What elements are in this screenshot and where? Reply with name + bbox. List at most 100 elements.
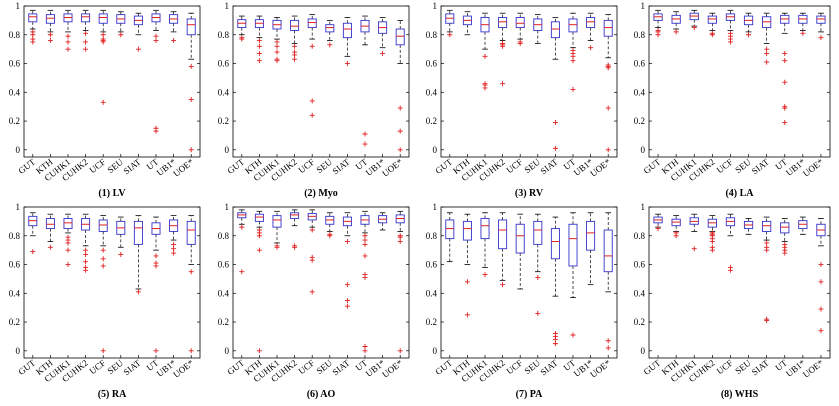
box-iqr: [515, 223, 525, 254]
outlier-marker: [153, 253, 159, 259]
y-tick-label: 0.6: [634, 260, 646, 270]
box-SEU: [743, 218, 754, 235]
box-SIAT: [762, 12, 772, 65]
outlier-marker: [362, 141, 368, 147]
outlier-marker: [818, 262, 824, 268]
y-tick-label: 0.2: [9, 317, 20, 327]
box-SEU: [533, 213, 543, 316]
y-tick-label: 0.4: [9, 288, 21, 298]
outlier-marker: [274, 39, 280, 45]
y-tick-label: 0.2: [634, 116, 645, 126]
box-iqr: [133, 220, 143, 245]
outlier-marker: [570, 53, 576, 59]
box-CUHK2: [290, 15, 300, 62]
box-SEU: [325, 212, 335, 239]
y-tick-label: 0.4: [634, 87, 646, 97]
box-iqr: [98, 219, 108, 232]
x-tick-label: SIAT: [538, 156, 560, 176]
outlier-marker: [397, 239, 403, 245]
box-CUHK1: [272, 17, 282, 64]
outlier-marker: [782, 105, 788, 111]
y-tick-label: 0: [16, 145, 21, 155]
box-UT: [568, 12, 578, 92]
outlier-marker: [30, 249, 36, 255]
outlier-marker: [709, 239, 715, 245]
y-tick-label: 0.2: [9, 116, 20, 126]
outlier-marker: [47, 38, 53, 44]
outlier-marker: [552, 145, 558, 151]
outlier-marker: [464, 312, 470, 318]
box-iqr: [780, 222, 790, 234]
box-iqr: [45, 218, 55, 230]
outlier-marker: [171, 246, 177, 252]
plot-frame: [23, 206, 201, 359]
outlier-marker: [535, 274, 541, 280]
y-tick-label: 0.6: [9, 59, 21, 69]
x-tick-label: SEU: [314, 156, 334, 175]
box-CUHK2: [81, 9, 91, 52]
outlier-marker: [552, 341, 558, 347]
box-iqr: [395, 28, 405, 46]
chart-panel-7: 00.20.40.60.81GUTKTHCUHK1CUHK2UCFSEUSIAT…: [426, 202, 618, 400]
outlier-marker: [746, 32, 752, 38]
outlier-marker: [30, 39, 36, 45]
box-SEU: [325, 19, 335, 48]
outlier-marker: [605, 65, 611, 71]
chart-panel-5: 00.20.40.60.81GUTKTHCUHK1CUHK2UCFSEUSIAT…: [9, 202, 201, 400]
outlier-marker: [782, 250, 788, 256]
y-tick-label: 1: [225, 1, 230, 11]
outlier-marker: [100, 348, 106, 354]
box-CUHK1: [63, 213, 73, 268]
box-CUHK1: [63, 9, 73, 52]
box-UCF: [725, 213, 736, 273]
box-UCF: [515, 213, 525, 290]
outlier-marker: [135, 46, 141, 52]
box-KTH: [671, 11, 681, 35]
box-iqr: [290, 212, 300, 219]
outlier-marker: [517, 40, 523, 46]
box-iqr: [480, 218, 490, 240]
outlier-marker: [153, 33, 159, 39]
box-GUT: [28, 9, 38, 45]
box-UCF: [98, 9, 108, 105]
outlier-marker: [605, 105, 611, 111]
outlier-marker: [83, 46, 89, 52]
box-UB1*: [798, 12, 808, 36]
outlier-marker: [782, 50, 788, 56]
box-iqr: [603, 19, 613, 37]
box-iqr: [272, 215, 282, 228]
outlier-marker: [171, 250, 177, 256]
outlier-marker: [397, 105, 403, 111]
box-iqr: [550, 228, 560, 260]
outlier-marker: [274, 244, 280, 250]
box-CUHK2: [707, 12, 717, 38]
box-UOE*: [816, 218, 826, 334]
box-SIAT: [342, 212, 352, 309]
box-SEU: [533, 14, 543, 44]
outlier-marker: [535, 310, 541, 316]
outlier-marker: [605, 345, 611, 351]
x-tick-label: UOE*: [380, 357, 405, 379]
box-SIAT: [762, 216, 772, 324]
chart-panel-2: 00.20.40.60.81GUTKTHCUHK1CUHK2UCFSEUSIAT…: [218, 1, 410, 199]
box-UOE*: [395, 210, 405, 354]
outlier-marker: [588, 45, 594, 51]
outlier-marker: [764, 46, 770, 52]
outlier-marker: [83, 30, 89, 36]
x-tick-label: SEU: [522, 156, 542, 175]
y-tick-label: 0.8: [634, 231, 646, 241]
y-tick-label: 0.8: [218, 30, 230, 40]
box-GUT: [237, 15, 247, 42]
box-UOE*: [186, 215, 196, 354]
x-tick-label: UCF: [296, 358, 316, 377]
outlier-marker: [655, 226, 661, 232]
outlier-marker: [65, 39, 71, 45]
outlier-marker: [500, 43, 506, 49]
outlier-marker: [500, 81, 506, 87]
y-tick-label: 0: [225, 346, 230, 356]
outlier-marker: [344, 282, 350, 288]
x-tick-label: GUT: [642, 357, 663, 377]
box-UB1*: [378, 17, 388, 56]
y-tick-label: 0.6: [426, 260, 438, 270]
x-tick-label: SEU: [314, 357, 334, 376]
